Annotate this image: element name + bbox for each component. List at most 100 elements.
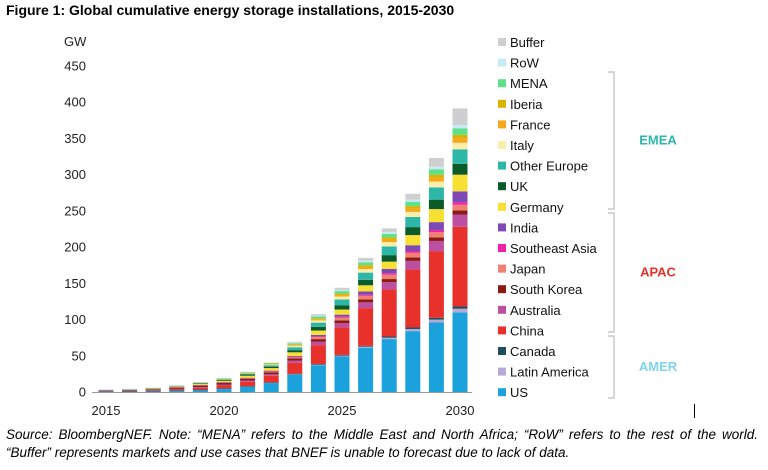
legend-label-other-europe: Other Europe <box>510 159 588 174</box>
bar-segment-buffer <box>428 158 444 167</box>
bar-segment-germany <box>358 285 374 292</box>
legend-label-buffer: Buffer <box>510 35 545 50</box>
legend-swatch-canada <box>498 347 506 355</box>
region-bracket-apac <box>608 212 615 333</box>
y-tick-label: 350 <box>64 131 86 146</box>
legend-label-italy: Italy <box>510 138 534 153</box>
bar-segment-south-korea <box>287 358 303 361</box>
bar-segment-south-korea <box>334 320 350 324</box>
region-label-emea: EMEA <box>639 133 677 148</box>
bar-segment-japan <box>428 232 444 238</box>
bar-segment-us <box>452 312 468 392</box>
x-tick-label: 2020 <box>210 403 239 418</box>
bar-segment-france <box>310 319 326 321</box>
bar-segment-canada <box>452 306 468 309</box>
bar-segment-canada <box>428 317 444 320</box>
y-tick-label: 250 <box>64 203 86 218</box>
bar-segment-china <box>358 308 374 346</box>
bar-segment-canada <box>263 382 279 383</box>
bar-segment-italy <box>405 211 421 217</box>
bar-segment-germany <box>428 209 444 223</box>
bar-segment-india <box>334 314 350 317</box>
bar-segment-mena <box>240 372 256 373</box>
bar-segment-southeast-asia <box>381 273 397 275</box>
legend-label-row: RoW <box>510 56 540 71</box>
bar-segment-france <box>287 345 303 346</box>
y-tick-label: 200 <box>64 240 86 255</box>
legend-swatch-southeast-asia <box>498 244 506 252</box>
bar-segment-latin-america <box>405 328 421 332</box>
bar-segment-uk <box>240 374 256 376</box>
bar-segment-mena <box>381 233 397 238</box>
bar-segment-canada <box>310 363 326 365</box>
bar-stack-2024 <box>310 314 326 392</box>
bar-segment-italy <box>358 268 374 273</box>
bar-segment-india <box>452 191 468 203</box>
legend-label-us: US <box>510 385 528 400</box>
bar-segment-other-europe <box>405 216 421 228</box>
bar-segment-china <box>310 345 326 364</box>
bar-segment-australia <box>358 302 374 309</box>
bar-segment-japan <box>405 252 421 258</box>
legend-label-india: India <box>510 220 539 235</box>
bar-segment-mena <box>452 128 468 135</box>
bar-segment-other-europe <box>310 322 326 327</box>
bar-segment-india <box>405 245 421 252</box>
bar-segment-australia <box>287 360 303 363</box>
legend-label-australia: Australia <box>510 303 561 318</box>
bar-segment-latin-america <box>358 346 374 348</box>
legend-label-south-korea: South Korea <box>510 282 583 297</box>
bar-segment-italy <box>452 142 468 150</box>
legend-swatch-row <box>498 58 506 67</box>
bar-segment-row <box>240 371 256 373</box>
x-tick-label: 2025 <box>328 403 357 418</box>
bar-segment-uk <box>334 305 350 310</box>
bar-segment-us <box>216 388 232 392</box>
y-tick-label: 150 <box>64 276 86 291</box>
bar-segment-australia <box>334 323 350 328</box>
bar-segment-canada <box>122 390 138 392</box>
x-tick-label: 2030 <box>446 403 475 418</box>
bar-segment-row <box>452 125 468 129</box>
bar-segment-south-korea <box>145 389 161 390</box>
x-tick-label: 2015 <box>92 403 121 418</box>
bar-segment-other-europe <box>358 272 374 280</box>
bar-segment-mena <box>428 169 444 175</box>
bar-segment-row <box>122 388 138 390</box>
bar-segment-france <box>381 239 397 243</box>
region-bracket-emea <box>608 71 615 210</box>
bar-segment-canada <box>358 345 374 347</box>
region-brackets: EMEA APAC AMER <box>608 71 678 399</box>
bar-segment-row <box>169 385 185 386</box>
bar-segment-south-korea <box>310 339 326 342</box>
bar-segment-china <box>381 289 397 337</box>
bar-segment-france <box>358 266 374 269</box>
bar-segment-germany <box>192 384 208 386</box>
bar-segment-australia <box>98 390 114 392</box>
bar-segment-us <box>428 322 444 392</box>
bar-stack-2025 <box>334 287 350 392</box>
bar-segment-iberia <box>287 344 303 346</box>
bar-segment-canada <box>192 389 208 391</box>
legend-label-uk: UK <box>510 179 528 194</box>
bar-stack-2029 <box>428 158 444 392</box>
bar-stack-2019 <box>192 382 208 392</box>
bar-segment-france <box>405 208 421 212</box>
bar-segment-other-europe <box>334 299 350 306</box>
bar-segment-mena <box>405 201 421 207</box>
bar-segment-india <box>263 370 279 372</box>
bar-segment-australia <box>452 214 468 227</box>
legend-swatch-other-europe <box>498 161 506 170</box>
bar-segment-italy <box>428 181 444 188</box>
legend-label-canada: Canada <box>510 344 556 359</box>
bar-segment-france <box>263 363 279 365</box>
y-tick-label: 0 <box>79 385 86 400</box>
bar-segment-row <box>358 260 374 263</box>
bar-segment-australia <box>263 374 279 376</box>
bar-segment-australia <box>381 282 397 290</box>
bar-segment-india <box>240 377 256 379</box>
bar-segment-row <box>334 289 350 292</box>
bar-segment-canada <box>240 386 256 387</box>
bar-segment-southeast-asia <box>452 202 468 205</box>
bar-segment-latin-america <box>381 337 397 340</box>
